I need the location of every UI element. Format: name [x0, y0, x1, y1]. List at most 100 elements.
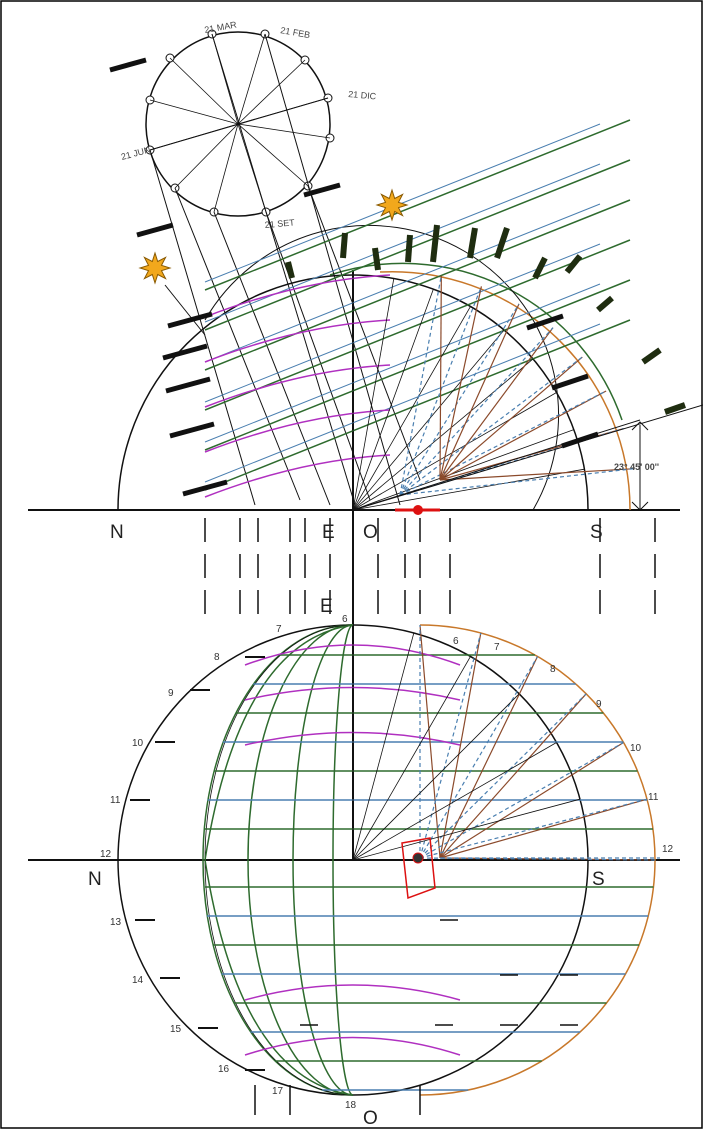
line	[399, 468, 635, 496]
line	[204, 283, 601, 443]
line	[352, 358, 534, 511]
line	[664, 402, 686, 415]
construction-lines	[28, 29, 703, 1115]
line	[285, 261, 295, 279]
label: 21 SET	[264, 217, 295, 230]
label: E	[322, 522, 335, 543]
line	[149, 149, 256, 506]
gnomon-foot	[413, 505, 423, 515]
label: 7	[494, 642, 500, 653]
curve	[204, 319, 391, 363]
line	[204, 243, 601, 403]
line	[204, 279, 631, 451]
line	[165, 376, 211, 394]
line	[439, 327, 554, 481]
curve	[204, 364, 391, 408]
label: 6	[453, 636, 459, 647]
line	[352, 289, 434, 511]
line	[169, 421, 215, 439]
line	[213, 123, 239, 213]
line	[204, 199, 631, 371]
line	[352, 392, 557, 511]
label: 8	[550, 664, 556, 675]
declination-circle	[145, 31, 331, 217]
line	[237, 59, 306, 125]
label: O	[363, 522, 378, 543]
line	[352, 742, 557, 861]
label: 10	[630, 743, 642, 754]
line	[439, 656, 539, 859]
label: S	[590, 522, 603, 543]
label: N	[110, 522, 124, 543]
line	[149, 99, 239, 125]
label: 7	[276, 624, 282, 635]
curve	[247, 624, 354, 1096]
line	[439, 275, 442, 481]
label: 8	[214, 652, 220, 663]
line	[399, 390, 607, 496]
line	[399, 275, 442, 496]
line	[561, 431, 599, 449]
line	[551, 373, 589, 391]
curve	[332, 624, 354, 1096]
line	[169, 57, 239, 125]
curve	[329, 262, 623, 421]
line	[419, 693, 587, 859]
label: 9	[168, 688, 174, 699]
sun-icon	[375, 188, 409, 222]
label: 11	[648, 792, 659, 803]
curve	[204, 274, 391, 318]
line	[439, 356, 583, 481]
line	[399, 356, 583, 496]
label: 12	[662, 844, 674, 855]
line	[303, 182, 341, 198]
line	[237, 123, 309, 187]
line	[439, 693, 587, 859]
curve	[631, 421, 649, 511]
curve	[204, 225, 559, 511]
line	[204, 123, 601, 283]
line	[352, 404, 703, 511]
line	[532, 256, 548, 280]
label: 18	[345, 1100, 357, 1111]
line	[204, 323, 601, 483]
line	[340, 232, 348, 259]
line	[439, 468, 635, 481]
label: 23° 45' 00''	[614, 462, 659, 472]
label: 16	[218, 1064, 230, 1075]
curve	[244, 984, 461, 1001]
line	[439, 286, 482, 481]
label: E	[320, 596, 333, 617]
line	[419, 632, 482, 859]
line	[237, 123, 331, 139]
curve	[292, 624, 354, 1096]
line	[439, 632, 482, 859]
line	[204, 239, 631, 411]
line	[352, 306, 471, 511]
line	[162, 343, 208, 361]
label: 21 DIC	[348, 89, 377, 101]
label: 11	[110, 795, 121, 806]
line	[204, 159, 631, 331]
sun-icon	[138, 251, 172, 285]
line	[237, 33, 266, 125]
line	[352, 632, 415, 861]
line	[174, 187, 301, 501]
curve	[202, 624, 354, 1096]
line	[264, 33, 401, 506]
line	[352, 429, 574, 511]
curve	[244, 1036, 461, 1056]
line	[467, 227, 478, 259]
line	[439, 798, 648, 859]
line	[419, 624, 441, 859]
label: 6	[342, 614, 348, 625]
line	[174, 123, 239, 189]
line	[439, 741, 624, 859]
curve	[379, 270, 631, 511]
line	[399, 327, 554, 496]
label: 9	[596, 699, 602, 710]
gnomon-plan	[401, 837, 436, 900]
line	[164, 284, 206, 336]
